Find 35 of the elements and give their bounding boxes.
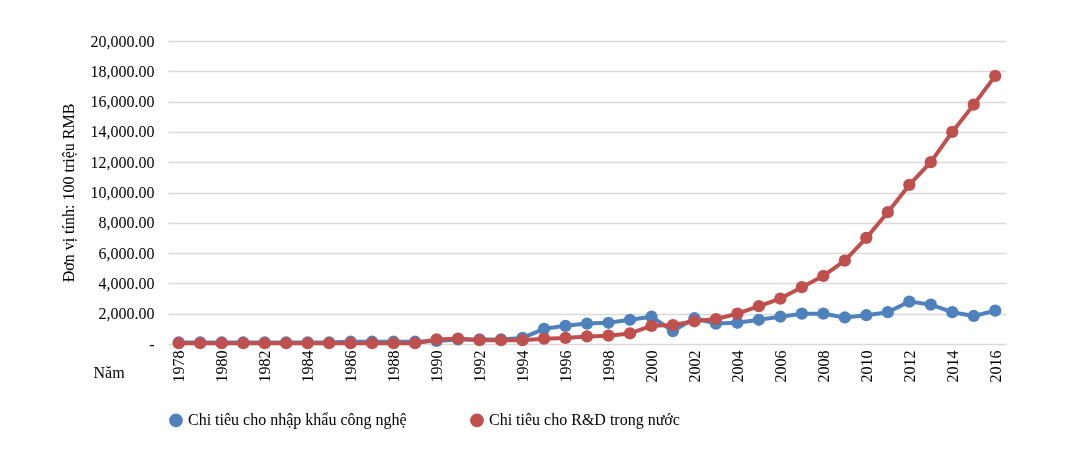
y-tick-label: 8,000.00	[98, 214, 155, 232]
y-tick-label: 2,000.00	[98, 305, 155, 323]
x-tick-label: 2014	[943, 350, 961, 383]
y-tick-label: 20,000.00	[90, 32, 155, 50]
y-tick-label: 10,000.00	[90, 184, 155, 201]
x-tick-label: 1992	[471, 350, 489, 383]
y-tick-label: 18,000.00	[90, 62, 155, 80]
y-axis-title: Đơn vị tính: 100 triệu RMB	[59, 103, 77, 283]
legend-label: Chi tiêu cho nhập khẩu công nghệ	[188, 411, 407, 430]
x-tick-label: 1982	[256, 350, 274, 383]
x-tick-label: 2008	[814, 350, 832, 383]
x-tick-label: 1996	[557, 350, 575, 383]
x-tick-label: 2004	[728, 350, 746, 383]
x-tick-label: 1998	[599, 350, 617, 383]
x-tick-label: 2000	[642, 350, 660, 383]
y-tick-label: 14,000.00	[90, 123, 155, 141]
x-tick-label: 2006	[771, 350, 789, 383]
x-tick-label: 1984	[299, 350, 317, 383]
x-tick-label: 1980	[213, 350, 231, 383]
y-tick-label: 12,000.00	[90, 153, 155, 171]
x-tick-label: 1990	[428, 350, 446, 383]
y-tick-label: 16,000.00	[90, 93, 155, 111]
x-axis-title: Năm	[93, 363, 126, 381]
x-tick-label: 1988	[385, 350, 403, 383]
x-tick-label: 1978	[170, 350, 188, 383]
y-tick-label: 6,000.00	[98, 244, 155, 262]
x-tick-label: 1986	[342, 350, 360, 383]
x-tick-label: 2016	[986, 350, 1004, 383]
x-tick-label: 2012	[900, 350, 918, 383]
x-tick-label: 2002	[685, 350, 703, 383]
y-tick-label: -	[149, 335, 155, 353]
legend-label: Chi tiêu cho R&D trong nước	[489, 411, 680, 430]
x-tick-label: 1994	[514, 350, 532, 383]
y-tick-label: 4,000.00	[98, 274, 155, 292]
x-tick-label: 2010	[857, 350, 875, 383]
